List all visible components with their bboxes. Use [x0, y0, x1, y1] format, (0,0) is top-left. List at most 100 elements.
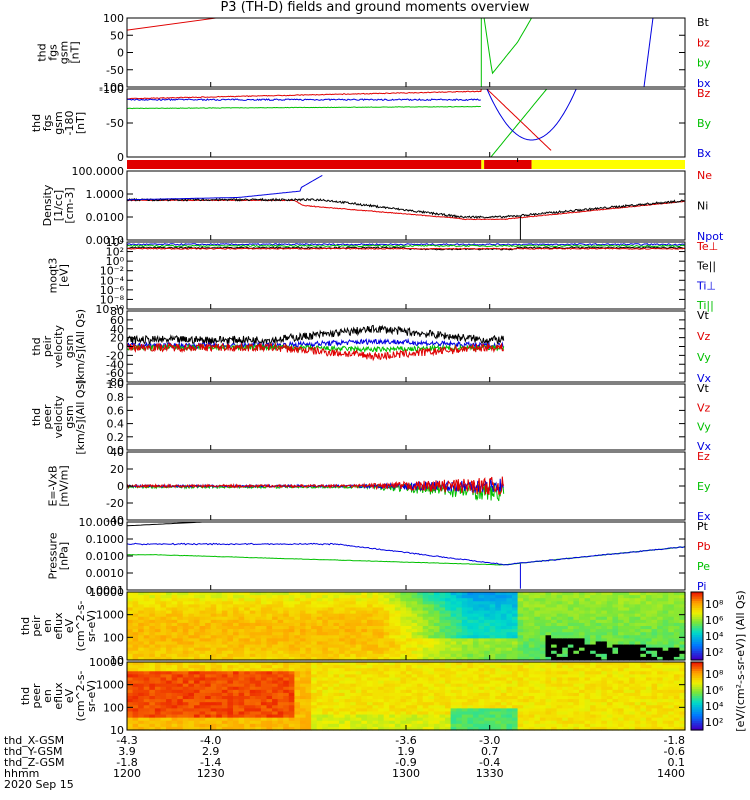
spectrogram-cell: [205, 683, 212, 688]
spectrogram-cell: [182, 592, 189, 596]
spectrogram-cell: [389, 622, 396, 627]
y-axis-label-line: eflux: [52, 682, 65, 710]
spectrogram-cell: [417, 604, 424, 609]
spectrogram-cell: [534, 635, 541, 639]
spectrogram-cell: [523, 598, 530, 602]
spectrogram-cell: [372, 705, 379, 709]
spectrogram-cell: [450, 626, 457, 630]
spectrogram-cell: [551, 647, 558, 652]
spectrogram-cell: [506, 683, 513, 688]
y-axis-label-line: (cm^2-s-: [74, 671, 87, 722]
spectrogram-cell: [595, 696, 602, 700]
spectrogram-cell: [154, 650, 162, 655]
spectrogram-cell: [406, 680, 413, 685]
spectrogram-cell: [283, 619, 290, 624]
spectrogram-cell: [623, 601, 630, 605]
spectrogram-cell: [339, 726, 346, 731]
spectrogram-cell: [634, 692, 641, 697]
spectrogram-cell: [149, 671, 156, 675]
spectrogram-cell: [288, 726, 295, 731]
spectrogram-cell: [266, 632, 273, 636]
spectrogram-cell: [422, 604, 429, 609]
spectrogram-cell: [618, 686, 625, 691]
spectrogram-cell: [512, 692, 519, 697]
y-axis-label-line: en: [41, 689, 54, 703]
spectrogram-cell: [149, 604, 156, 609]
spectrogram-cell: [562, 708, 569, 713]
spectrogram-cell: [132, 641, 139, 646]
spectrogram-cell: [394, 622, 402, 627]
spectrogram-cell: [461, 601, 468, 605]
spectrogram-cell: [484, 671, 491, 675]
spectrogram-cell: [406, 696, 413, 700]
spectrogram-cell: [512, 619, 519, 624]
spectrogram-cell: [467, 674, 474, 679]
spectrogram-cell: [517, 607, 524, 612]
spectrogram-cell: [578, 610, 586, 615]
spectrogram-cell: [450, 726, 457, 731]
spectrogram-cell: [400, 592, 407, 596]
spectrogram-cell: [166, 595, 173, 599]
spectrogram-cell: [272, 607, 279, 612]
spectrogram-cell: [612, 592, 619, 596]
spectrogram-cell: [238, 686, 245, 691]
spectrogram-cell: [433, 632, 441, 636]
spectrogram-cell: [366, 711, 374, 716]
spectrogram-cell: [400, 604, 407, 609]
spectrogram-cell: [484, 653, 491, 658]
spectrogram-cell: [227, 601, 234, 605]
spectrogram-cell: [500, 671, 508, 675]
spectrogram-cell: [512, 653, 519, 658]
spectrogram-cell: [344, 592, 351, 596]
spectrogram-cell: [623, 607, 630, 612]
spectrogram-cell: [361, 720, 368, 725]
spectrogram-cell: [500, 668, 508, 672]
spectrogram-cell: [244, 604, 251, 609]
spectrogram-cell: [478, 598, 485, 602]
spectrogram-cell: [350, 650, 357, 655]
spectrogram-cell: [578, 638, 586, 643]
spectrogram-cell: [478, 711, 485, 716]
spectrogram-cell: [411, 717, 418, 722]
spectrogram-cell: [673, 644, 681, 649]
spectrogram-cell: [199, 708, 206, 713]
spectrogram-cell: [634, 674, 641, 679]
spectrogram-cell: [400, 662, 407, 666]
spectrogram-cell: [378, 644, 385, 649]
spectrogram-cell: [350, 714, 357, 719]
spectrogram-cell: [595, 671, 602, 675]
spectrogram-cell: [333, 668, 340, 672]
spectrogram-cell: [506, 656, 513, 661]
spectrogram-cell: [221, 601, 229, 605]
spectrogram-cell: [255, 689, 262, 694]
spectrogram-cell: [445, 635, 452, 639]
spectrogram-cell: [523, 662, 530, 666]
spectrogram-cell: [489, 714, 496, 719]
y-axis-label-line: sr-eV): [85, 610, 98, 642]
spectrogram-cell: [166, 689, 173, 694]
spectrogram-cell: [127, 692, 134, 697]
spectrogram-cell: [651, 644, 658, 649]
spectrogram-cell: [428, 726, 435, 731]
spectrogram-cell: [584, 720, 591, 725]
spectrogram-cell: [160, 674, 167, 679]
spectrogram-cell: [132, 592, 139, 596]
spectrogram-cell: [322, 689, 329, 694]
spectrogram-cell: [411, 674, 418, 679]
spectrogram-cell: [299, 677, 307, 682]
spectrogram-cell: [394, 629, 402, 633]
spectrogram-cell: [551, 656, 558, 661]
spectrogram-cell: [378, 650, 385, 655]
spectrogram-cell: [534, 656, 541, 661]
spectrogram-cell: [562, 644, 569, 649]
spectrogram-cell: [266, 644, 273, 649]
spectrogram-cell: [205, 604, 212, 609]
spectrogram-cell: [366, 622, 374, 627]
spectrogram-cell: [400, 656, 407, 661]
spectrogram-cell: [506, 668, 513, 672]
spectrogram-cell: [584, 601, 591, 605]
spectrogram-cell: [327, 622, 335, 627]
spectrogram-cell: [601, 699, 608, 703]
spectrogram-cell: [645, 689, 653, 694]
spectrogram-cell: [171, 702, 178, 706]
